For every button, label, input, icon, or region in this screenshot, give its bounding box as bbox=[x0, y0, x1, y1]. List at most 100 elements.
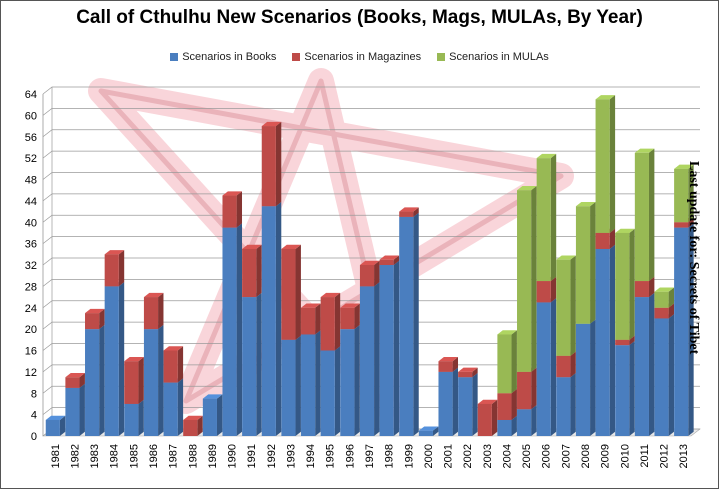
bar-segment bbox=[536, 153, 557, 282]
last-update-note: Last update for: Secrets of Tibet bbox=[686, 161, 701, 355]
bar-segment bbox=[595, 95, 616, 233]
bar-segment bbox=[575, 202, 596, 324]
bar-segment bbox=[399, 207, 419, 217]
x-tick-label: 1989 bbox=[207, 444, 219, 468]
bar-segment bbox=[477, 399, 498, 436]
bar-segment bbox=[281, 335, 301, 436]
bar-segment bbox=[517, 405, 537, 436]
bar-segment bbox=[281, 244, 301, 340]
bar-segment bbox=[517, 185, 537, 372]
x-tick-label: 2007 bbox=[560, 444, 572, 468]
x-tick-label: 2009 bbox=[600, 444, 612, 468]
x-tick-label: 1985 bbox=[128, 444, 140, 468]
x-tick-label: 2004 bbox=[501, 444, 513, 468]
bar-segment bbox=[202, 394, 223, 436]
y-tick-label: 48 bbox=[25, 175, 37, 187]
y-tick-label: 16 bbox=[25, 346, 37, 358]
bar-segment bbox=[104, 282, 125, 436]
bar-segment bbox=[85, 308, 105, 330]
x-tick-label: 1996 bbox=[344, 444, 356, 468]
bar-segment bbox=[438, 367, 459, 436]
x-tick-label: 1987 bbox=[168, 444, 180, 468]
bar-segment bbox=[575, 319, 596, 436]
bar-segment bbox=[143, 324, 164, 436]
bar-segment bbox=[379, 260, 400, 436]
legend-item-mulas: Scenarios in MULAs bbox=[437, 51, 549, 63]
bar-segment bbox=[379, 255, 400, 265]
bar-segment bbox=[340, 324, 360, 436]
legend-label-magazines: Scenarios in Magazines bbox=[304, 51, 422, 63]
bar-segment bbox=[301, 303, 321, 335]
legend-label-books: Scenarios in Books bbox=[182, 51, 277, 63]
bar-segment bbox=[418, 426, 439, 436]
bar-segment bbox=[124, 399, 144, 436]
x-tick-label: 1995 bbox=[325, 444, 337, 468]
legend-item-books: Scenarios in Books bbox=[170, 51, 276, 63]
x-tick-label: 1999 bbox=[403, 444, 415, 468]
bar-segment bbox=[674, 164, 694, 223]
y-tick-label: 32 bbox=[25, 260, 37, 272]
y-tick-label: 40 bbox=[25, 217, 37, 229]
x-tick-label: 2003 bbox=[482, 444, 494, 468]
x-tick-label: 2006 bbox=[541, 444, 553, 468]
bar-segment bbox=[517, 367, 537, 410]
bar-segment bbox=[615, 228, 635, 340]
y-tick-label: 56 bbox=[25, 132, 37, 144]
bar-segment bbox=[163, 346, 184, 383]
x-tick-label: 2011 bbox=[639, 444, 651, 468]
x-tick-label: 1983 bbox=[89, 444, 101, 468]
x-tick-label: 2010 bbox=[619, 444, 631, 468]
y-tick-label: 60 bbox=[25, 110, 37, 122]
bar-segment bbox=[654, 287, 675, 308]
bar-segment bbox=[458, 367, 478, 378]
legend-swatch-mulas bbox=[437, 53, 446, 61]
y-tick-label: 8 bbox=[31, 388, 37, 400]
bar-segment bbox=[497, 389, 517, 420]
x-tick-label: 2001 bbox=[443, 444, 455, 468]
x-tick-label: 1993 bbox=[285, 444, 297, 468]
y-tick-label: 44 bbox=[25, 196, 37, 208]
x-tick-label: 2005 bbox=[521, 444, 533, 468]
bar-segment bbox=[65, 373, 85, 388]
bar-segment bbox=[301, 330, 321, 436]
legend-swatch-magazines bbox=[292, 53, 301, 61]
bar-segment bbox=[242, 244, 262, 298]
legend-label-mulas: Scenarios in MULAs bbox=[449, 51, 549, 63]
y-tick-label: 36 bbox=[25, 239, 37, 251]
bar-segment bbox=[458, 373, 478, 436]
bar-segment bbox=[536, 276, 557, 303]
bar-segment bbox=[320, 346, 341, 436]
bar-segment bbox=[65, 383, 85, 436]
bar-segment bbox=[124, 356, 144, 404]
x-tick-label: 2002 bbox=[462, 444, 474, 468]
bar-segment bbox=[634, 148, 655, 282]
gridlines bbox=[42, 86, 700, 437]
x-tick-label: 1992 bbox=[266, 444, 278, 468]
x-tick-label: 2013 bbox=[678, 444, 690, 468]
legend-swatch-books bbox=[170, 53, 179, 61]
bar-series bbox=[45, 95, 694, 436]
bar-segment bbox=[438, 356, 459, 372]
y-tick-label: 0 bbox=[31, 431, 37, 443]
bar-segment bbox=[85, 324, 105, 436]
y-tick-label: 20 bbox=[25, 324, 37, 336]
legend-item-magazines: Scenarios in Magazines bbox=[292, 51, 421, 63]
bar-segment bbox=[45, 415, 66, 436]
bar-segment bbox=[222, 191, 243, 228]
x-tick-label: 1997 bbox=[364, 444, 376, 468]
bar-segment bbox=[595, 244, 616, 436]
chart-title: Call of Cthulhu New Scenarios (Books, Ma… bbox=[76, 7, 643, 28]
x-tick-label: 1988 bbox=[187, 444, 199, 468]
x-tick-label: 1994 bbox=[305, 444, 317, 468]
bar-segment bbox=[222, 223, 243, 436]
x-tick-label: 2000 bbox=[423, 444, 435, 468]
y-tick-label: 12 bbox=[25, 367, 37, 379]
x-axis-ticks: 1981 1982 1983 1984 1985 1986 1987 1988 1989 1990… bbox=[50, 444, 690, 468]
bar-segment bbox=[242, 292, 262, 436]
x-tick-label: 1984 bbox=[109, 444, 121, 468]
bar-segment bbox=[654, 314, 675, 436]
bar-segment bbox=[163, 378, 184, 436]
bar-segment bbox=[497, 330, 517, 394]
y-tick-label: 24 bbox=[25, 303, 37, 315]
